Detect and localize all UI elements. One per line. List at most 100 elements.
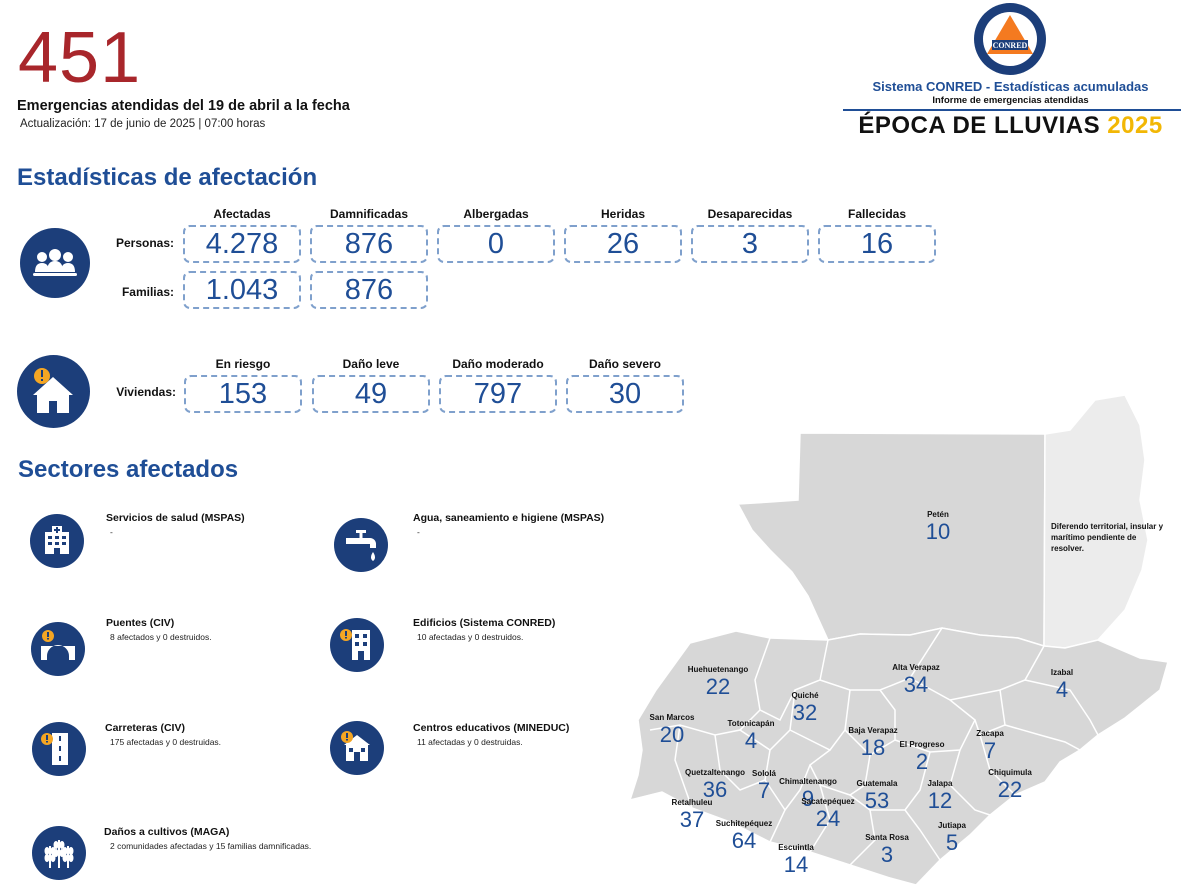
- dept-name-huehuetenango: Huehuetenango: [688, 665, 749, 674]
- familias-label: Familias:: [121, 285, 174, 299]
- system-subtitle: Informe de emergencias atendidas: [932, 95, 1089, 106]
- dept-name-escuintla: Escuintla: [778, 843, 814, 852]
- viviendas-en-riesgo: 153: [184, 375, 302, 413]
- season-year: 2025: [1107, 112, 1163, 139]
- dept-name-peten: Petén: [927, 510, 949, 519]
- sector-detail-salud: -: [110, 527, 113, 537]
- dept-value-chiquimula: 22: [998, 777, 1022, 802]
- dept-value-chimaltenango: 9: [802, 786, 814, 811]
- familias-afectadas: 1.043: [183, 271, 301, 309]
- dept-value-quetzaltenango: 36: [703, 777, 727, 802]
- dept-value-jalapa: 12: [928, 788, 952, 813]
- dept-name-izabal: Izabal: [1051, 668, 1073, 677]
- sector-title-edificios: Edificios (Sistema CONRED): [413, 617, 556, 629]
- dept-value-solola: 7: [758, 778, 770, 803]
- crops-icon: [32, 826, 86, 880]
- sector-title-agua: Agua, saneamiento e higiene (MSPAS): [413, 512, 605, 524]
- dept-name-baja-verapaz: Baja Verapaz: [848, 726, 897, 735]
- dept-value-sacatepequez: 24: [816, 806, 840, 831]
- update-timestamp: Actualización: 17 de junio de 2025 | 07:…: [20, 118, 266, 130]
- col-albergadas: Albergadas: [463, 207, 529, 221]
- viviendas-dano-leve: 49: [312, 375, 430, 413]
- col-dano-leve: Daño leve: [342, 357, 400, 371]
- house-alert-icon: [17, 355, 90, 428]
- viviendas-dano-moderado: 797: [439, 375, 557, 413]
- sector-detail-agua: -: [417, 527, 420, 537]
- dept-name-chimaltenango: Chimaltenango: [779, 777, 837, 786]
- dept-value-izabal: 4: [1056, 677, 1068, 702]
- season-label: ÉPOCA DE LLUVIAS: [858, 112, 1101, 139]
- dept-name-san-marcos: San Marcos: [650, 713, 695, 722]
- total-emergencies: 451: [18, 18, 142, 98]
- dept-value-zacapa: 7: [984, 738, 996, 763]
- viviendas-dano-severo: 30: [566, 375, 684, 413]
- season-title: ÉPOCA DE LLUVIAS 2025: [838, 112, 1183, 140]
- school-alert-icon: [330, 721, 384, 775]
- water-tap-icon: [334, 518, 388, 572]
- dept-value-baja-verapaz: 18: [861, 735, 885, 760]
- dept-value-el-progreso: 2: [916, 749, 928, 774]
- dept-value-escuintla: 14: [784, 852, 808, 877]
- sector-detail-carreteras: 175 afectadas y 0 destruidas.: [110, 737, 222, 747]
- dept-name-chiquimula: Chiquimula: [988, 768, 1032, 777]
- sector-title-salud: Servicios de salud (MSPAS): [106, 512, 245, 524]
- section-title-afectacion: Estadísticas de afectación: [17, 164, 318, 191]
- personas-heridas: 26: [564, 225, 682, 263]
- people-group-icon: [20, 228, 90, 298]
- sector-title-puentes: Puentes (CIV): [106, 617, 175, 629]
- col-damnificadas: Damnificadas: [329, 207, 409, 221]
- col-afectadas: Afectadas: [213, 207, 271, 221]
- dept-name-solola: Sololá: [752, 769, 777, 778]
- dept-name-quiche: Quiché: [791, 691, 819, 700]
- sector-detail-puentes: 8 afectados y 0 destruidos.: [110, 632, 212, 642]
- col-dano-moderado: Daño moderado: [452, 357, 544, 371]
- dept-name-el-progreso: El Progreso: [900, 740, 945, 749]
- dept-name-suchitepequez: Suchitepéquez: [716, 819, 772, 828]
- dept-name-santa-rosa: Santa Rosa: [865, 833, 909, 842]
- sector-detail-cultivos: 2 comunidades afectadas y 15 familias da…: [110, 841, 312, 851]
- sector-title-cultivos: Daños a cultivos (MAGA): [104, 826, 230, 838]
- dept-value-huehuetenango: 22: [706, 674, 730, 699]
- dept-value-suchitepequez: 64: [732, 828, 756, 853]
- dept-name-jutiapa: Jutiapa: [938, 821, 967, 830]
- dept-value-peten: 10: [926, 519, 950, 544]
- sector-detail-edificios: 10 afectadas y 0 destruidos.: [417, 632, 524, 642]
- brand-block: CONRED Sistema CONRED - Estadísticas acu…: [838, 0, 1183, 145]
- building-alert-icon: [330, 618, 384, 672]
- dept-name-guatemala: Guatemala: [857, 779, 898, 788]
- personas-label: Personas:: [115, 236, 174, 250]
- bridge-alert-icon: [31, 622, 85, 676]
- dept-value-jutiapa: 5: [946, 830, 958, 855]
- personas-afectadas: 4.278: [183, 225, 301, 263]
- dept-value-santa-rosa: 3: [881, 842, 893, 867]
- system-title: Sistema CONRED - Estadísticas acumuladas: [872, 79, 1149, 94]
- sector-detail-educacion: 11 afectadas y 0 destruidas.: [417, 737, 523, 747]
- col-desaparecidas: Desaparecidas: [707, 207, 793, 221]
- col-fallecidas: Fallecidas: [847, 207, 907, 221]
- viviendas-label: Viviendas:: [116, 385, 176, 399]
- dept-name-totonicapan: Totonicapán: [728, 719, 775, 728]
- personas-albergadas: 0: [437, 225, 555, 263]
- dept-value-quiche: 32: [793, 700, 817, 725]
- dispute-note: Diferendo territorial, insular y marítim…: [1051, 522, 1164, 553]
- dept-value-totonicapan: 4: [745, 728, 757, 753]
- dept-value-san-marcos: 20: [660, 722, 684, 747]
- dept-name-retalhuleu: Retalhuleu: [672, 798, 713, 807]
- dept-name-alta-verapaz: Alta Verapaz: [892, 663, 940, 672]
- col-dano-severo: Daño severo: [588, 357, 662, 371]
- dept-name-sacatepequez: Sacatepéquez: [801, 797, 854, 806]
- personas-fallecidas: 16: [818, 225, 936, 263]
- sector-title-carreteras: Carreteras (CIV): [105, 722, 185, 734]
- conred-seal-icon: CONRED: [970, 2, 1050, 76]
- hospital-icon: [30, 514, 84, 568]
- road-alert-icon: [32, 722, 86, 776]
- guatemala-map: Petén 10 Huehuetenango 22 Alta Verapaz 34 Izab…: [620, 390, 1192, 891]
- familias-damnificadas: 876: [310, 271, 428, 309]
- dept-value-retalhuleu: 37: [680, 807, 704, 832]
- dept-value-guatemala: 53: [865, 788, 889, 813]
- dept-name-zacapa: Zacapa: [976, 729, 1004, 738]
- personas-desaparecidas: 3: [691, 225, 809, 263]
- southern-departments: [628, 627, 1169, 886]
- seal-label: CONRED: [993, 41, 1028, 50]
- col-heridas: Heridas: [600, 207, 646, 221]
